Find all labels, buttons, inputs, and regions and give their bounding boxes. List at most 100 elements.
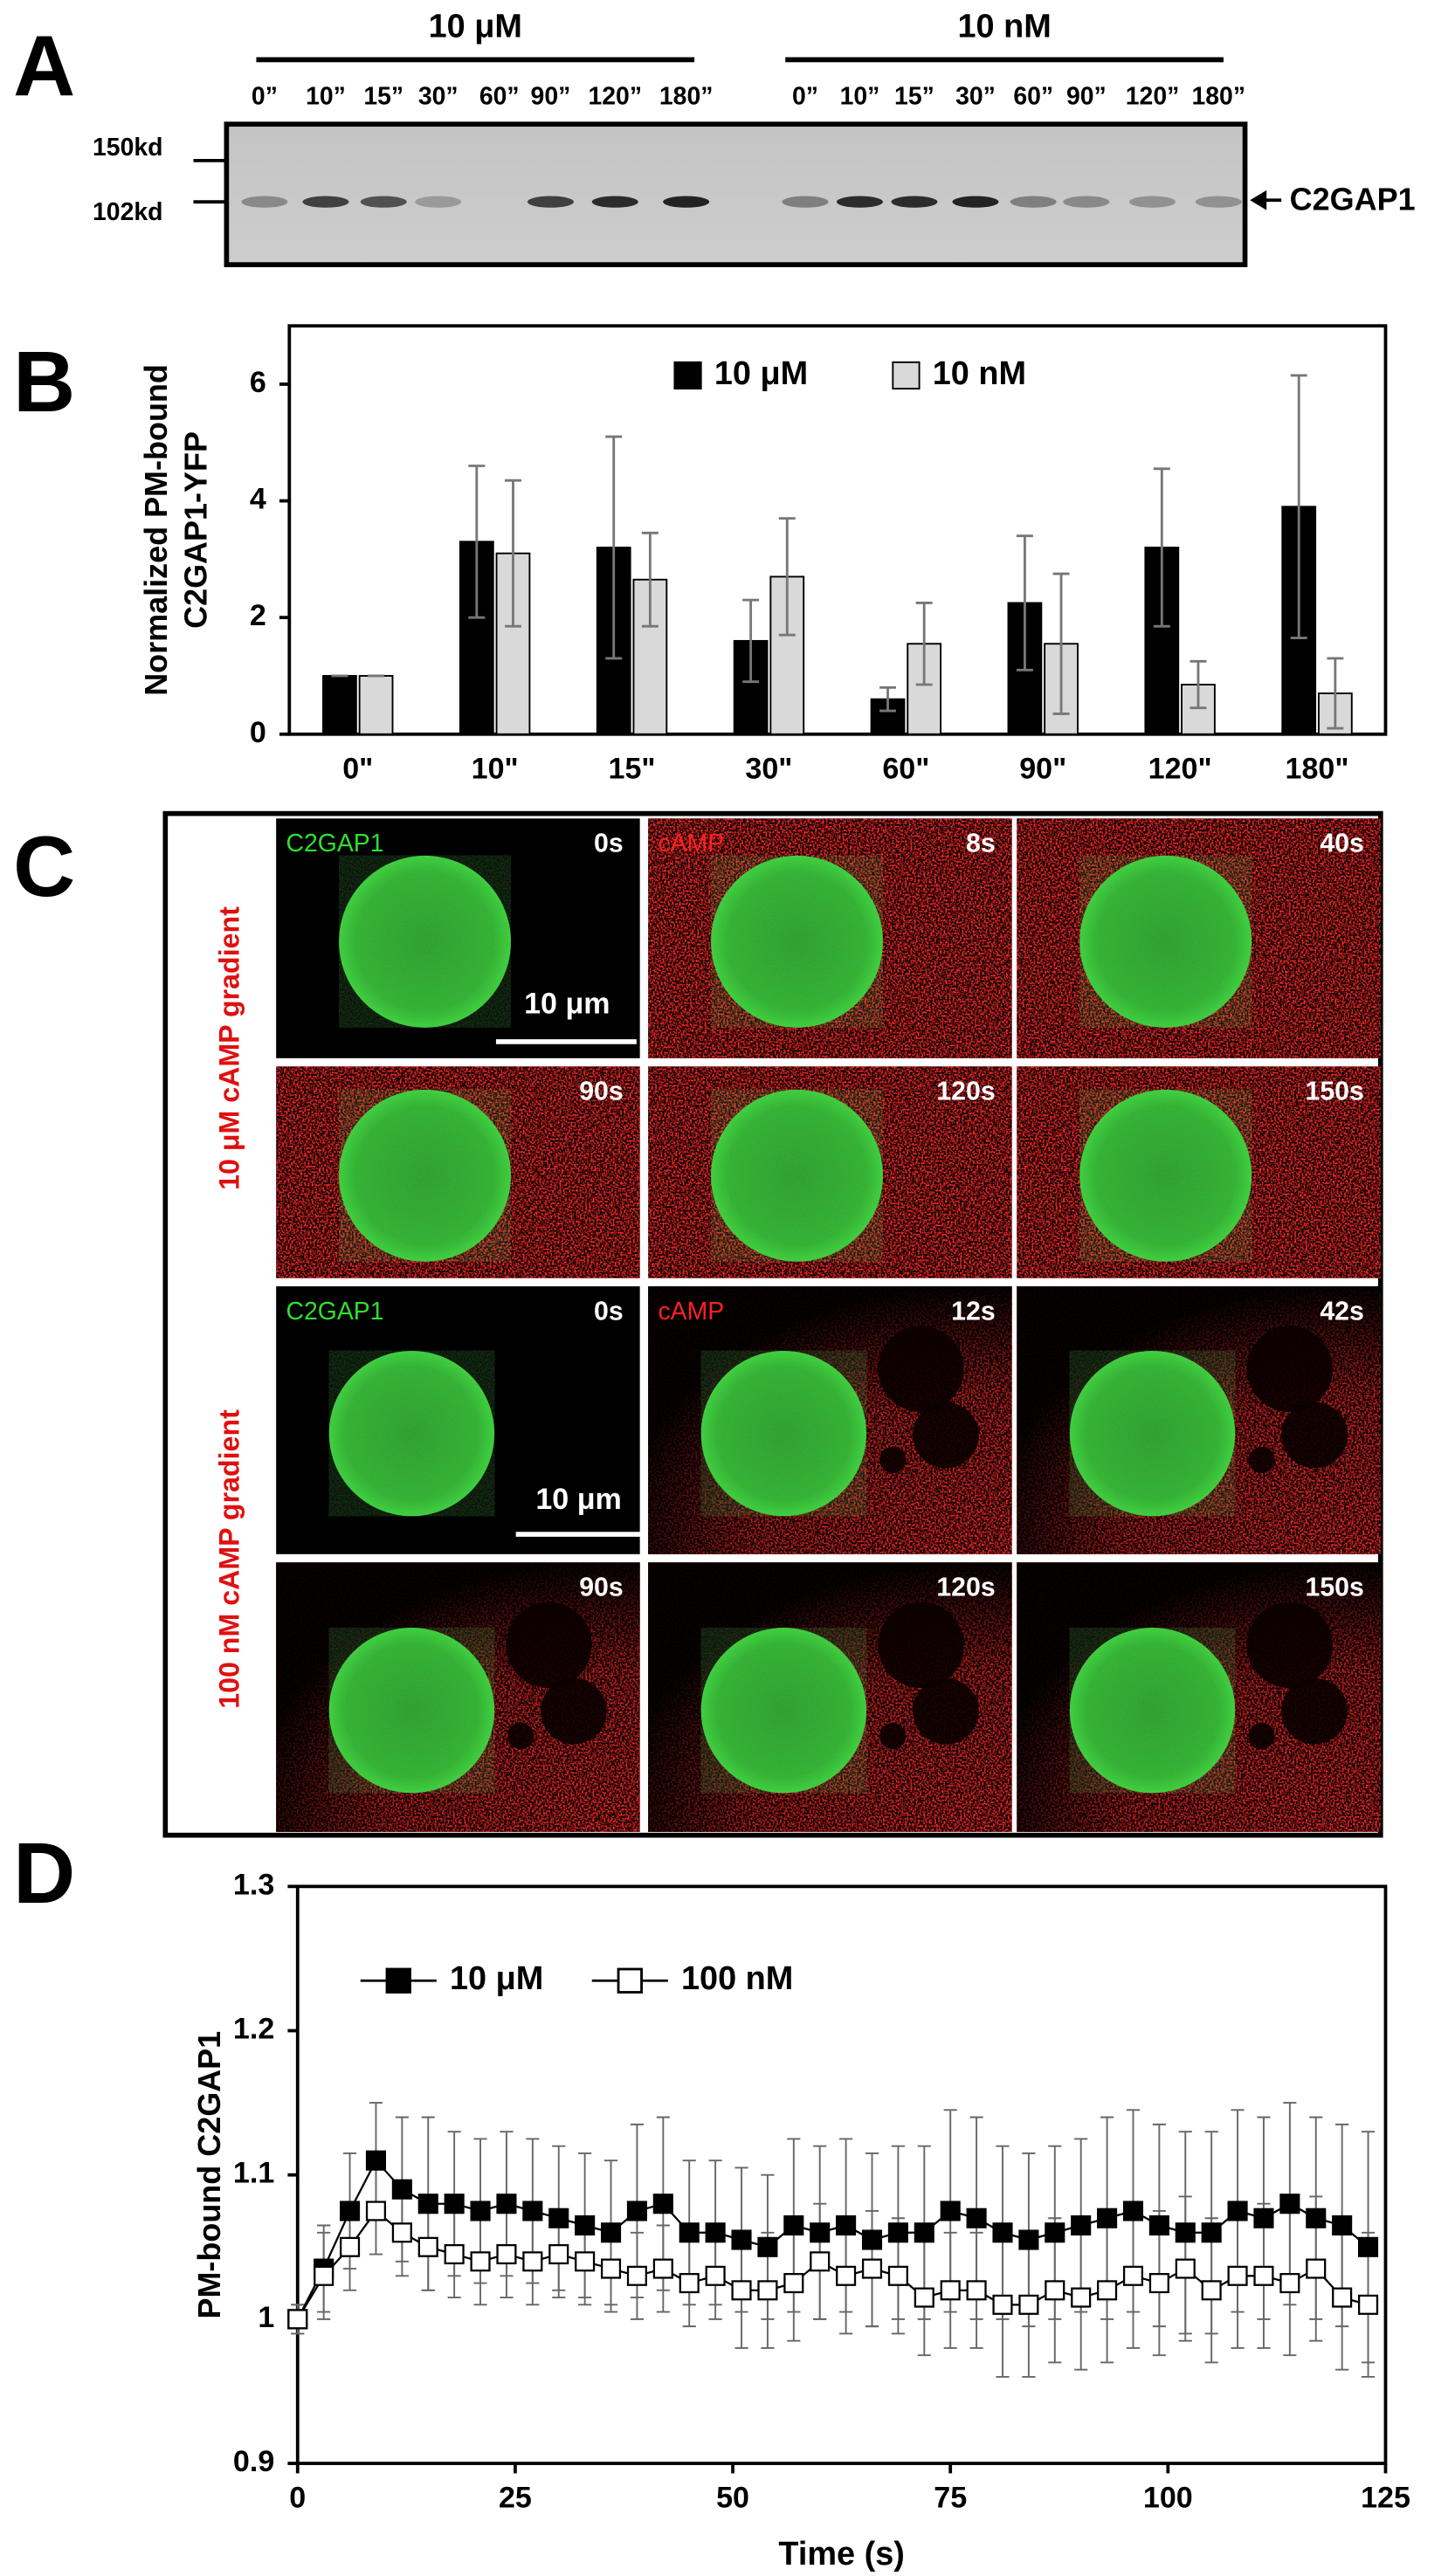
- point: [600, 2222, 622, 2243]
- point: [417, 2194, 438, 2214]
- marker-label: 102kd: [93, 198, 162, 226]
- point: [1148, 2273, 1169, 2294]
- x-tick-label: 125: [1361, 2482, 1410, 2515]
- point: [992, 2294, 1013, 2315]
- x-tick-label: 0: [289, 2482, 306, 2515]
- point: [1071, 2214, 1092, 2236]
- error-bar: [505, 479, 521, 628]
- cell-texture: [328, 1628, 495, 1794]
- micrograph: 40s: [1017, 818, 1381, 1058]
- point: [887, 2222, 908, 2243]
- dark-cell: [507, 1722, 534, 1750]
- channel-label: cAMP: [658, 1298, 724, 1326]
- error-bar: [1016, 534, 1033, 672]
- y-tick-label: 0: [250, 716, 266, 749]
- point: [340, 2201, 361, 2221]
- protein-label: C2GAP1: [1290, 182, 1416, 217]
- point: [1018, 2229, 1039, 2250]
- panel-letter: A: [13, 18, 75, 114]
- time-label: 0s: [594, 830, 624, 858]
- channel-label: C2GAP1: [286, 830, 384, 858]
- point: [783, 2273, 804, 2294]
- micrograph: 90s: [276, 1066, 640, 1278]
- legend-label: 10 nM: [933, 355, 1026, 392]
- x-tick-label: 90": [1019, 752, 1066, 785]
- dark-cell: [879, 1722, 907, 1750]
- point: [1148, 2214, 1169, 2236]
- time-label: 90s: [579, 1574, 624, 1602]
- band: [1063, 196, 1110, 208]
- dark-cell: [1281, 1677, 1348, 1745]
- point: [1227, 2265, 1248, 2286]
- cell-texture: [700, 1350, 867, 1517]
- band: [1195, 196, 1242, 208]
- time-label: 150s: [1306, 1574, 1364, 1602]
- point: [1227, 2201, 1248, 2221]
- time-label: 42s: [1320, 1297, 1364, 1326]
- bar: [358, 675, 394, 735]
- x-tick-label: 15": [609, 752, 656, 785]
- panel-letter: C: [13, 818, 75, 914]
- point: [365, 2201, 387, 2221]
- dark-cell: [1246, 1601, 1333, 1689]
- cell-texture: [1079, 1089, 1252, 1262]
- point: [757, 2280, 778, 2301]
- plot-frame: [287, 324, 1388, 736]
- error-bar: [468, 465, 486, 619]
- time-label: 40s: [1320, 830, 1364, 858]
- band: [415, 196, 462, 208]
- y-tick-label: 1.1: [233, 2157, 274, 2190]
- point: [600, 2258, 622, 2279]
- time-label: 8s: [966, 830, 996, 858]
- x-tick-label: 180": [1286, 752, 1349, 785]
- x-tick-label: 25: [499, 2482, 532, 2515]
- point: [548, 2243, 569, 2265]
- point: [731, 2280, 752, 2301]
- cell-texture: [1069, 1628, 1236, 1794]
- point: [391, 2222, 412, 2243]
- band: [360, 196, 407, 208]
- time-label: 120”: [588, 82, 642, 110]
- point: [652, 2194, 673, 2214]
- y-axis-label: Normalized PM-bound: [138, 364, 174, 696]
- point: [496, 2194, 517, 2214]
- error-bar: [778, 517, 796, 637]
- time-label: 15”: [363, 82, 403, 110]
- band: [836, 196, 883, 208]
- point: [705, 2265, 726, 2286]
- time-label: 120”: [1126, 82, 1180, 110]
- error-bar: [641, 531, 659, 628]
- point: [1332, 2214, 1353, 2236]
- point: [1253, 2265, 1274, 2286]
- dark-cell: [913, 1402, 979, 1469]
- y-tick-label: 2: [250, 599, 266, 632]
- point: [575, 2251, 596, 2272]
- point: [861, 2258, 883, 2279]
- point: [444, 2243, 465, 2265]
- x-tick-label: 120": [1148, 752, 1212, 785]
- error-bar: [1290, 374, 1307, 639]
- scale-bar-label: 10 μm: [524, 987, 610, 1020]
- x-tick-label: 60": [882, 752, 929, 785]
- time-label: 30”: [418, 82, 459, 110]
- micrograph: cAMP 12s: [648, 1286, 1012, 1554]
- point: [940, 2280, 961, 2301]
- point: [1306, 2258, 1327, 2279]
- point: [1306, 2208, 1327, 2228]
- point: [470, 2251, 491, 2272]
- point: [1253, 2208, 1274, 2228]
- point: [914, 2222, 934, 2243]
- arrow-head: [1250, 189, 1267, 210]
- time-label: 120s: [936, 1078, 995, 1106]
- y-tick-label: 1.2: [233, 2013, 274, 2046]
- y-tick-label: 1.3: [233, 1868, 274, 1901]
- dark-cell: [1248, 1446, 1275, 1474]
- point: [1332, 2287, 1353, 2308]
- x-tick-label: 10": [472, 752, 519, 785]
- band: [952, 196, 999, 208]
- legend-marker: [617, 1967, 643, 1994]
- point: [705, 2222, 726, 2243]
- point: [314, 2265, 334, 2286]
- side-label: 100 nM cAMP gradient: [214, 1409, 245, 1709]
